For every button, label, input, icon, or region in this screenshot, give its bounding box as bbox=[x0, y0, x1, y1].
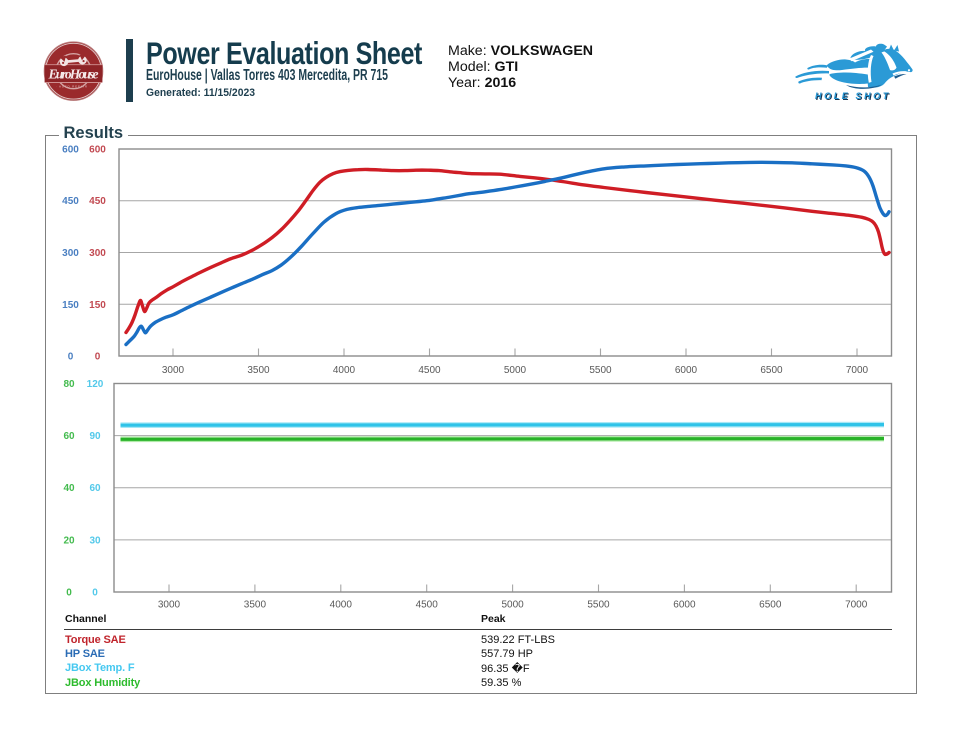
svg-text:4000: 4000 bbox=[333, 365, 356, 376]
svg-text:5000: 5000 bbox=[501, 600, 524, 611]
svg-text:60: 60 bbox=[89, 483, 101, 494]
svg-text:60: 60 bbox=[63, 431, 75, 442]
svg-text:3000: 3000 bbox=[158, 600, 181, 611]
svg-text:80: 80 bbox=[63, 379, 75, 390]
svg-text:6500: 6500 bbox=[760, 365, 783, 376]
svg-text:3500: 3500 bbox=[244, 600, 267, 611]
svg-text:300: 300 bbox=[89, 248, 106, 259]
svg-text:6500: 6500 bbox=[759, 600, 782, 611]
svg-text:6000: 6000 bbox=[675, 365, 698, 376]
svg-text:5000: 5000 bbox=[504, 365, 527, 376]
svg-text:150: 150 bbox=[62, 300, 79, 311]
svg-text:30: 30 bbox=[89, 535, 101, 546]
svg-text:6000: 6000 bbox=[673, 600, 696, 611]
svg-text:450: 450 bbox=[62, 196, 79, 207]
svg-text:90: 90 bbox=[89, 431, 101, 442]
svg-text:3500: 3500 bbox=[247, 365, 270, 376]
svg-text:600: 600 bbox=[62, 145, 79, 156]
svg-text:· AUTO REPAIR ·: · AUTO REPAIR · bbox=[56, 85, 92, 89]
svg-text:4500: 4500 bbox=[416, 600, 439, 611]
svg-text:0: 0 bbox=[95, 352, 101, 363]
svg-text:0: 0 bbox=[68, 352, 74, 363]
svg-text:7000: 7000 bbox=[846, 365, 869, 376]
svg-text:4500: 4500 bbox=[418, 365, 441, 376]
svg-text:120: 120 bbox=[87, 379, 104, 390]
svg-text:20: 20 bbox=[63, 535, 75, 546]
svg-text:0: 0 bbox=[66, 588, 72, 599]
svg-text:600: 600 bbox=[89, 145, 106, 156]
svg-text:7000: 7000 bbox=[845, 600, 868, 611]
svg-text:4000: 4000 bbox=[330, 600, 353, 611]
svg-text:0: 0 bbox=[92, 588, 98, 599]
svg-text:5500: 5500 bbox=[589, 365, 612, 376]
svg-text:150: 150 bbox=[89, 300, 106, 311]
svg-text:40: 40 bbox=[63, 483, 75, 494]
svg-text:450: 450 bbox=[89, 196, 106, 207]
svg-text:3000: 3000 bbox=[162, 365, 185, 376]
svg-text:EuroHouse: EuroHouse bbox=[48, 67, 99, 82]
svg-text:5500: 5500 bbox=[587, 600, 610, 611]
svg-text:300: 300 bbox=[62, 248, 79, 259]
